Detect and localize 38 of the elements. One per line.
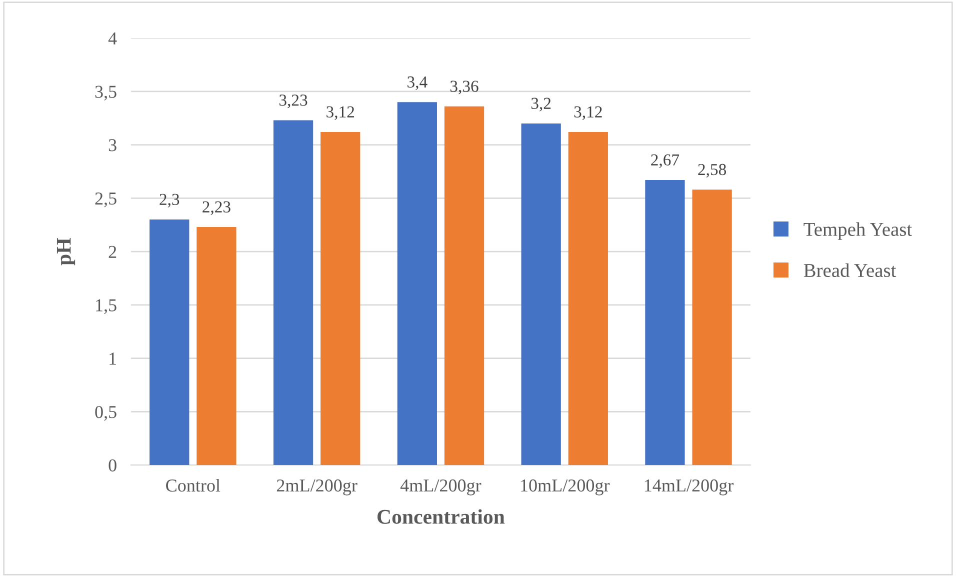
legend-label: Bread Yeast bbox=[804, 263, 896, 278]
y-tick-label: 3,5 bbox=[95, 86, 116, 100]
data-label: 3,12 bbox=[574, 106, 602, 120]
legend-label: Tempeh Yeast bbox=[804, 222, 912, 240]
x-tick-label: 10mL/200gr bbox=[521, 479, 610, 496]
data-label: 3,2 bbox=[531, 98, 551, 112]
y-tick-label: 2,5 bbox=[95, 192, 116, 208]
y-tick-label: 1,5 bbox=[96, 299, 116, 314]
x-axis-title: Concentration bbox=[378, 509, 505, 524]
y-axis-title: pH bbox=[56, 238, 76, 266]
data-label: 3,36 bbox=[450, 80, 478, 94]
data-label: 2,67 bbox=[651, 154, 680, 168]
bar bbox=[273, 120, 314, 466]
data-label: 2,58 bbox=[698, 164, 726, 178]
data-label: 3,12 bbox=[326, 106, 354, 120]
data-label: 2,3 bbox=[160, 194, 180, 208]
y-tick-label: 1 bbox=[110, 352, 116, 365]
y-tick-label: 0,5 bbox=[95, 406, 116, 421]
x-tick-label: 14mL/200gr bbox=[644, 479, 734, 496]
y-tick-label: 2 bbox=[108, 246, 116, 258]
bar bbox=[196, 227, 236, 466]
data-label: 3,4 bbox=[408, 76, 428, 90]
bar bbox=[150, 220, 190, 466]
data-label: 2,23 bbox=[202, 201, 230, 215]
x-tick-label: 2mL/200gr bbox=[276, 479, 358, 496]
bar bbox=[320, 132, 360, 466]
x-tick-label: Control bbox=[166, 478, 220, 492]
bar bbox=[645, 180, 685, 466]
bar bbox=[568, 132, 608, 466]
bar bbox=[692, 190, 732, 466]
y-tick-label: 3 bbox=[108, 139, 116, 152]
bar bbox=[397, 102, 437, 466]
bar bbox=[521, 123, 561, 466]
bar bbox=[444, 106, 484, 466]
y-tick-label: 4 bbox=[108, 32, 117, 44]
data-label: 3,23 bbox=[279, 94, 308, 108]
y-tick-label: 0 bbox=[108, 459, 116, 472]
x-tick-label: 4mL/200gr bbox=[400, 479, 482, 496]
